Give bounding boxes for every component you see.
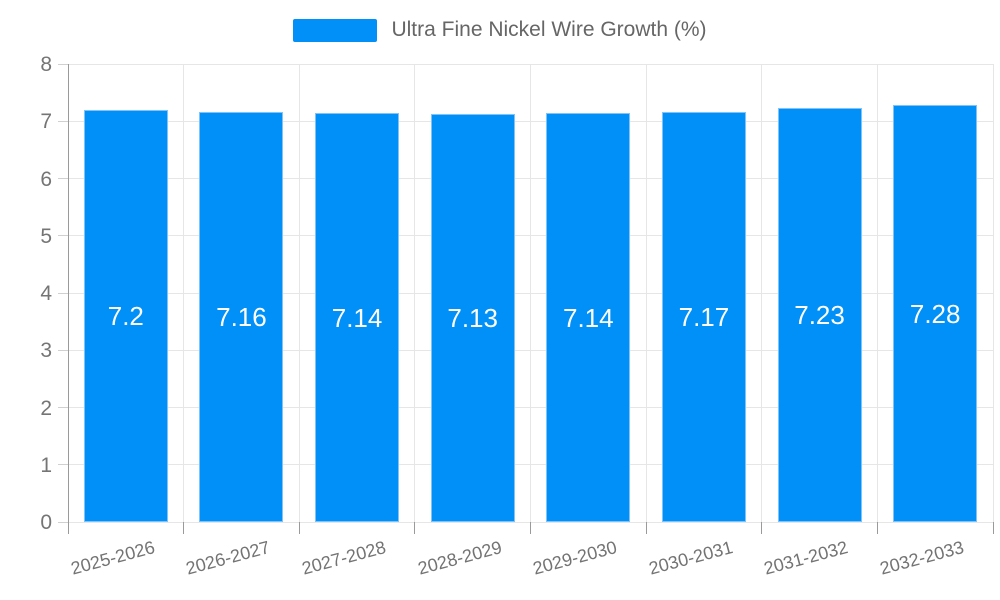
bar[interactable] bbox=[430, 113, 515, 522]
x-axis-tick bbox=[530, 522, 531, 534]
x-gridline bbox=[992, 64, 994, 522]
x-gridline bbox=[530, 64, 531, 522]
y-axis-tick bbox=[58, 178, 68, 179]
legend-label: Ultra Fine Nickel Wire Growth (%) bbox=[391, 18, 707, 41]
x-axis-tick bbox=[761, 522, 763, 534]
y-axis-tick bbox=[58, 63, 68, 65]
bar[interactable] bbox=[777, 108, 862, 522]
x-axis-category-label: 2030-2031 bbox=[646, 537, 735, 579]
y-axis-tick-label: 0 bbox=[40, 511, 52, 534]
x-axis-category-label: 2026-2027 bbox=[184, 537, 273, 579]
x-axis-category-label: 2029-2030 bbox=[530, 537, 620, 579]
x-axis-tick bbox=[183, 522, 185, 534]
legend[interactable]: Ultra Fine Nickel Wire Growth (%) bbox=[0, 18, 1000, 42]
x-axis-tick bbox=[414, 522, 416, 534]
y-axis-tick-label: 4 bbox=[40, 282, 52, 305]
bar[interactable] bbox=[893, 105, 978, 522]
bar-value-label: 7.23 bbox=[794, 300, 845, 331]
x-gridline bbox=[761, 64, 763, 522]
y-axis-tick-label: 7 bbox=[40, 110, 52, 134]
x-gridline bbox=[645, 64, 647, 522]
x-gridline bbox=[414, 64, 416, 522]
x-axis-tick bbox=[298, 522, 300, 534]
y-axis-tick bbox=[58, 120, 68, 122]
y-axis-tick bbox=[58, 235, 68, 237]
y-axis-tick bbox=[58, 407, 68, 408]
bar[interactable] bbox=[315, 113, 400, 522]
x-axis-tick bbox=[876, 522, 878, 534]
y-axis-tick-label: 5 bbox=[40, 224, 52, 248]
bar-value-label: 7.2 bbox=[107, 300, 144, 331]
bar[interactable] bbox=[546, 113, 631, 522]
y-axis-tick bbox=[58, 349, 68, 351]
y-axis-tick-label: 3 bbox=[40, 339, 52, 363]
x-axis-category-label: 2028-2029 bbox=[415, 537, 504, 579]
x-gridline bbox=[876, 64, 878, 522]
x-gridline bbox=[183, 64, 185, 522]
x-axis-tick bbox=[992, 522, 994, 534]
y-axis-tick-label: 6 bbox=[40, 167, 52, 191]
bar-value-label: 7.17 bbox=[678, 301, 730, 332]
x-axis-tick bbox=[645, 522, 647, 534]
legend-swatch-icon bbox=[293, 18, 378, 42]
bar-value-label: 7.28 bbox=[909, 298, 961, 329]
x-axis-category-label: 2032-2033 bbox=[877, 537, 967, 579]
x-gridline bbox=[298, 64, 300, 522]
bar[interactable] bbox=[199, 112, 284, 522]
y-axis-tick-label: 2 bbox=[40, 396, 52, 420]
y-axis-tick-label: 1 bbox=[40, 453, 52, 477]
y-axis-tick bbox=[58, 464, 68, 466]
bar[interactable] bbox=[83, 109, 168, 522]
x-axis-category-label: 2031-2032 bbox=[762, 537, 851, 579]
x-axis-category-label: 2027-2028 bbox=[299, 537, 388, 579]
bar-value-label: 7.13 bbox=[447, 302, 498, 333]
y-axis-tick-label: 8 bbox=[40, 53, 52, 76]
bar-value-label: 7.14 bbox=[563, 302, 614, 333]
bar-value-label: 7.16 bbox=[216, 302, 267, 333]
x-axis-category-label: 2025-2026 bbox=[68, 537, 157, 579]
bar[interactable] bbox=[661, 111, 746, 522]
y-axis-line bbox=[67, 64, 69, 534]
y-axis-tick bbox=[58, 521, 68, 523]
y-axis-tick bbox=[58, 292, 68, 294]
bar-value-label: 7.14 bbox=[331, 302, 383, 333]
